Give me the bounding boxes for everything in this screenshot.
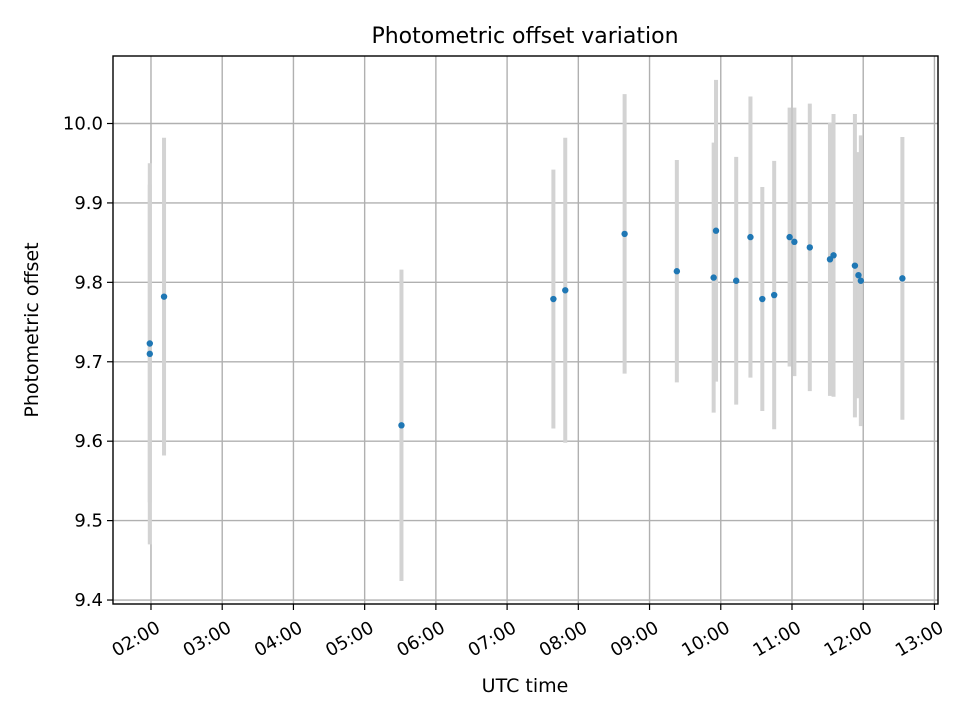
data-point	[621, 230, 628, 238]
data-point	[770, 291, 778, 299]
y-tick-label: 9.8	[74, 272, 103, 293]
data-point	[733, 277, 740, 284]
y-tick-label: 10.0	[63, 114, 103, 135]
data-point	[851, 262, 859, 269]
y-tick-label: 9.5	[74, 511, 103, 532]
data-point	[857, 277, 865, 284]
plot-frame	[112, 55, 939, 605]
data-point	[146, 340, 153, 347]
data-point	[759, 295, 766, 303]
data-point	[146, 350, 153, 358]
data-point	[712, 227, 720, 234]
data-point	[855, 272, 862, 279]
chart-title: Photometric offset variation	[371, 24, 678, 49]
data-point	[806, 244, 813, 251]
y-tick-label: 9.4	[74, 590, 103, 611]
grid	[113, 56, 938, 604]
y-tick-label: 9.6	[74, 431, 103, 452]
y-axis-ticks: 9.4 9.5 9.6 9.7 9.8 9.9 10.0	[63, 114, 113, 611]
data-point	[562, 287, 569, 294]
data-point	[791, 238, 798, 246]
data-point	[160, 293, 168, 300]
data-point	[398, 422, 405, 429]
data-point	[550, 295, 557, 303]
y-tick-label: 9.7	[74, 352, 103, 373]
data-point	[899, 275, 906, 282]
data-point	[673, 268, 681, 275]
data-points	[146, 227, 906, 429]
data-point	[830, 252, 837, 259]
y-axis-label: Photometric offset	[21, 242, 43, 417]
data-point	[786, 233, 793, 241]
data-point	[710, 274, 717, 281]
data-point	[747, 233, 754, 241]
y-tick-label: 9.9	[74, 193, 103, 214]
x-axis-label: UTC time	[482, 675, 569, 697]
